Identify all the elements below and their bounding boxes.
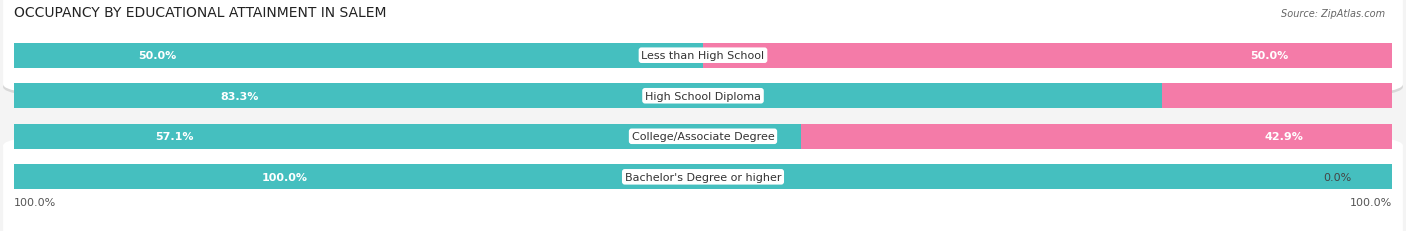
Bar (703, 43, 1392, 68)
Text: OCCUPANCY BY EDUCATIONAL ATTAINMENT IN SALEM: OCCUPANCY BY EDUCATIONAL ATTAINMENT IN S… (14, 6, 387, 20)
FancyBboxPatch shape (3, 0, 1403, 98)
Text: 42.9%: 42.9% (1264, 132, 1303, 142)
FancyBboxPatch shape (3, 136, 1403, 231)
Text: Less than High School: Less than High School (641, 51, 765, 61)
Bar (1161, 84, 1392, 109)
Text: 57.1%: 57.1% (156, 132, 194, 142)
Text: 100.0%: 100.0% (1350, 197, 1392, 207)
FancyBboxPatch shape (3, 0, 1403, 95)
Bar (14, 43, 703, 68)
Text: 50.0%: 50.0% (1250, 51, 1289, 61)
Text: Source: ZipAtlas.com: Source: ZipAtlas.com (1281, 9, 1385, 19)
Bar (14, 164, 1392, 190)
Text: College/Associate Degree: College/Associate Degree (631, 132, 775, 142)
Bar (14, 84, 1161, 109)
FancyBboxPatch shape (3, 138, 1403, 231)
Text: 83.3%: 83.3% (221, 91, 259, 101)
Text: 100.0%: 100.0% (14, 197, 56, 207)
Text: Bachelor's Degree or higher: Bachelor's Degree or higher (624, 172, 782, 182)
Bar (14, 124, 801, 149)
Bar (801, 124, 1392, 149)
Text: 50.0%: 50.0% (138, 51, 176, 61)
Text: 100.0%: 100.0% (262, 172, 308, 182)
Text: 0.0%: 0.0% (1323, 172, 1351, 182)
Text: High School Diploma: High School Diploma (645, 91, 761, 101)
